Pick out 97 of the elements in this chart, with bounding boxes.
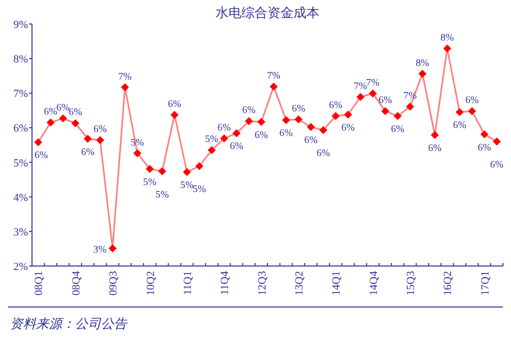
text: 资料来源：公司公告	[10, 317, 128, 332]
data-label: 6%	[478, 142, 492, 154]
x-tick-label: 14Q1	[330, 271, 343, 296]
data-label: 6%	[465, 95, 479, 106]
point	[96, 136, 104, 144]
x-tick-label: 11Q1	[182, 271, 194, 296]
point	[368, 89, 377, 98]
x-tick-label: 09Q3	[108, 270, 120, 296]
point	[418, 70, 426, 78]
data-label: 8%	[440, 32, 454, 44]
data-label: 6%	[329, 100, 342, 111]
point	[381, 107, 390, 116]
data-label: 6%	[230, 141, 244, 152]
point	[71, 119, 80, 128]
point	[456, 108, 464, 116]
point	[158, 167, 166, 176]
data-label: 7%	[118, 71, 132, 82]
x-tick-label: 08Q1	[33, 271, 46, 296]
data-label: 6%	[81, 146, 94, 158]
data-label: 7%	[354, 80, 368, 92]
data-label: 6%	[254, 130, 268, 141]
point	[46, 118, 55, 127]
data-label: 5%	[180, 180, 194, 191]
data-label: 7%	[267, 70, 280, 82]
point	[58, 114, 67, 122]
data-label: 6%	[390, 124, 404, 135]
point	[108, 244, 117, 252]
chart-title: 水电综合资金成本	[216, 5, 320, 20]
data-label: 6%	[94, 124, 107, 136]
point	[492, 138, 501, 146]
point	[406, 102, 414, 111]
data-label: 6%	[490, 160, 504, 171]
data-label: 6%	[242, 105, 256, 116]
data-label: 5%	[143, 176, 156, 188]
data-label: 6%	[68, 107, 82, 118]
data-label: 5%	[192, 184, 206, 196]
y-tick-label: 2%	[13, 261, 28, 273]
point	[468, 107, 476, 116]
point	[430, 130, 439, 139]
data-label: 6%	[304, 135, 318, 146]
x-tick-label: 12Q3	[256, 270, 268, 296]
point	[319, 126, 328, 134]
point	[394, 112, 402, 120]
point	[356, 92, 364, 101]
point	[220, 134, 228, 142]
point	[120, 83, 129, 92]
data-label: 6%	[341, 122, 355, 134]
data-label: 6%	[452, 120, 466, 132]
data-label: 6%	[279, 128, 293, 140]
point	[332, 112, 340, 120]
point	[306, 123, 315, 132]
x-tick-label: 10Q2	[144, 271, 157, 296]
x-tick-label: 13Q2	[293, 271, 306, 296]
point	[182, 168, 191, 176]
data-label: 6%	[378, 95, 392, 106]
y-tick-label: 6%	[13, 122, 28, 135]
y-tick-label: 9%	[13, 19, 28, 31]
x-tick-label: 08Q4	[70, 270, 82, 296]
y-tick-label: 7%	[13, 88, 28, 100]
y-tick-label: 3%	[13, 226, 28, 238]
point	[257, 118, 266, 126]
y-tick-label: 5%	[13, 157, 28, 170]
data-label: 3%	[93, 244, 107, 256]
data-label: 6%	[168, 98, 182, 110]
point	[443, 44, 452, 53]
data-label: 6%	[428, 142, 442, 154]
data-label: 6%	[56, 102, 70, 114]
data-label: 6%	[316, 148, 330, 160]
data-label: 6%	[44, 106, 58, 118]
point	[232, 129, 241, 138]
data-label: 5%	[155, 189, 169, 200]
x-tick-label: 15Q3	[405, 270, 418, 296]
data-label: 6%	[217, 122, 231, 134]
point	[270, 82, 278, 91]
x-tick-label: 11Q4	[219, 270, 232, 296]
point	[480, 130, 488, 138]
point	[170, 110, 179, 119]
data-label: 6%	[34, 150, 48, 162]
y-tick-label: 4%	[13, 192, 28, 204]
point	[34, 138, 42, 146]
y-tick-label: 8%	[13, 54, 28, 66]
point	[133, 149, 142, 158]
x-tick-label: 16Q2	[442, 271, 454, 296]
x-tick-label: 17Q1	[479, 271, 492, 296]
point	[208, 146, 216, 154]
point	[282, 116, 290, 124]
x-tick-label: 14Q4	[368, 270, 380, 296]
point	[244, 117, 253, 126]
point	[195, 162, 204, 170]
point	[344, 110, 352, 119]
data-label: 6%	[292, 103, 306, 114]
point	[146, 164, 154, 173]
data-label: 5%	[205, 134, 218, 146]
data-label: 8%	[416, 58, 430, 69]
data-label: 7%	[366, 77, 380, 88]
point	[84, 134, 92, 143]
point	[294, 115, 302, 124]
